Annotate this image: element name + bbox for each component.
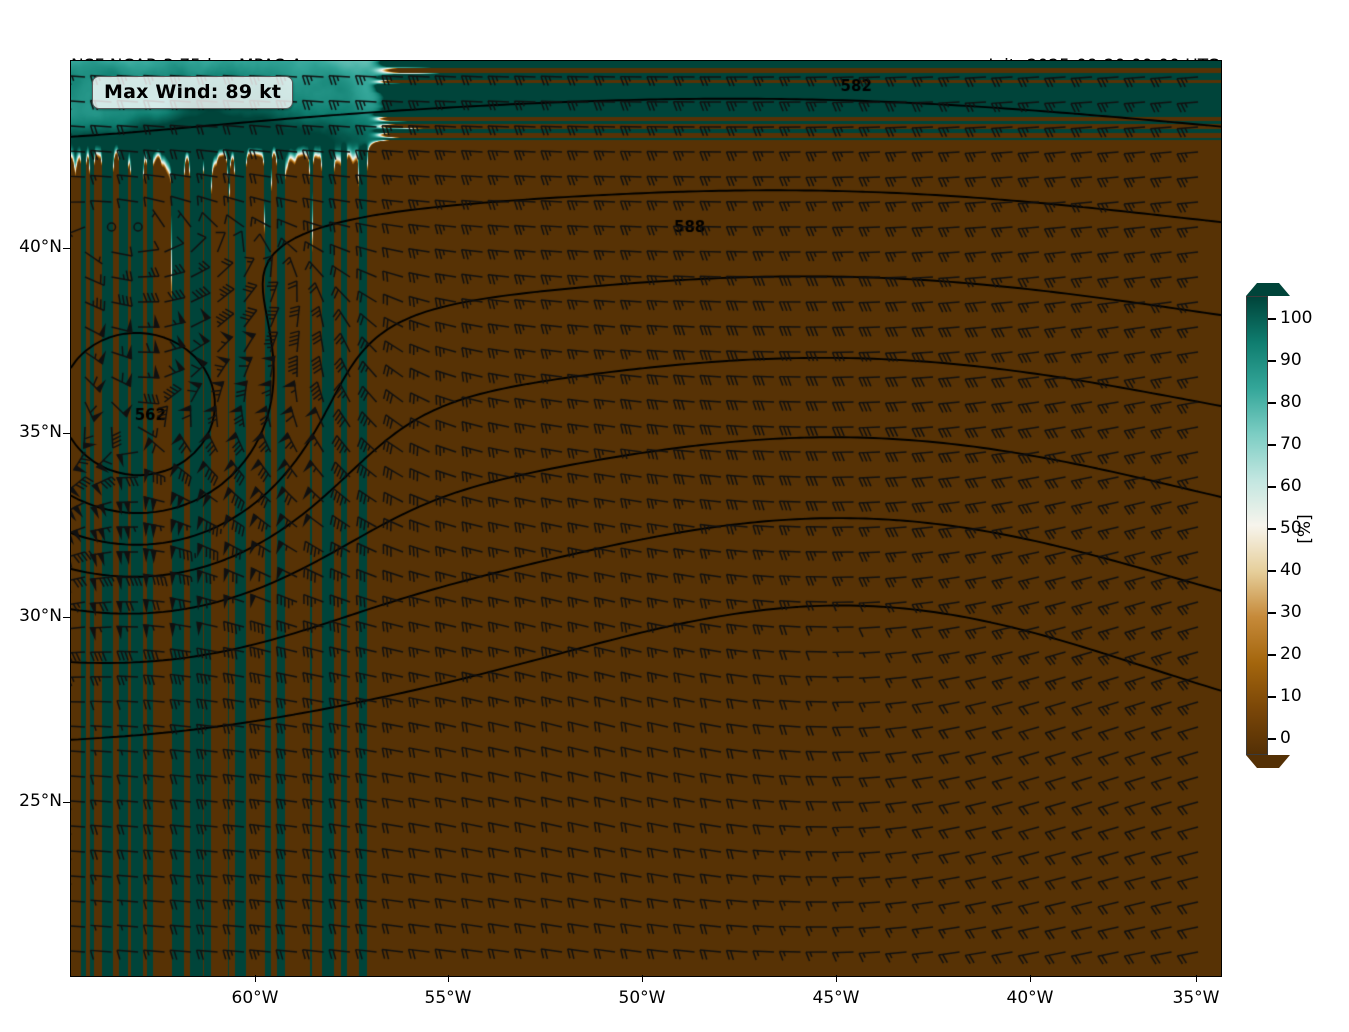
colorbar-tick-label: 40 (1280, 560, 1302, 580)
x-axis-tick-label: 55°W (424, 988, 472, 1008)
colorbar-gradient (1246, 296, 1268, 755)
y-axis-tick (63, 248, 70, 250)
colorbar-tick (1268, 402, 1276, 404)
colorbar-tick-label: 60 (1280, 476, 1302, 496)
colorbar-tick-label: 90 (1280, 350, 1302, 370)
colorbar-tick-label: 0 (1280, 728, 1291, 748)
y-axis-tick (63, 433, 70, 435)
x-axis-tick-label: 50°W (618, 988, 666, 1008)
colorbar-tick (1268, 570, 1276, 572)
colorbar-tick (1268, 360, 1276, 362)
x-axis-tick (255, 975, 257, 982)
colorbar-tick (1268, 486, 1276, 488)
y-axis-tick-label: 35°N (19, 422, 62, 442)
wind-barb-overlay (71, 61, 1221, 976)
x-axis-tick (448, 975, 450, 982)
colorbar-tick (1268, 318, 1276, 320)
colorbar-tick (1268, 738, 1276, 740)
colorbar-extend-max-arrow (1246, 283, 1290, 296)
y-axis-tick-label: 25°N (19, 791, 62, 811)
x-axis-tick (642, 975, 644, 982)
x-axis-tick (1196, 975, 1198, 982)
x-axis-tick-label: 45°W (812, 988, 860, 1008)
colorbar-tick (1268, 528, 1276, 530)
colorbar (1246, 283, 1290, 768)
max-wind-badge: Max Wind: 89 kt (92, 76, 294, 109)
colorbar-tick-label: 100 (1280, 308, 1313, 328)
colorbar-tick-label: 80 (1280, 392, 1302, 412)
colorbar-tick-label: 30 (1280, 602, 1302, 622)
y-axis-tick-label: 40°N (19, 237, 62, 257)
colorbar-tick (1268, 696, 1276, 698)
colorbar-tick-label: 70 (1280, 434, 1302, 454)
map-plot-area[interactable] (70, 60, 1222, 977)
colorbar-tick-label: 10 (1280, 686, 1302, 706)
x-axis-tick-label: 40°W (1006, 988, 1054, 1008)
colorbar-tick-label: 20 (1280, 644, 1302, 664)
x-axis-tick-label: 35°W (1172, 988, 1220, 1008)
x-axis-tick (1030, 975, 1032, 982)
y-axis-tick (63, 802, 70, 804)
y-axis-tick (63, 617, 70, 619)
x-axis-tick (836, 975, 838, 982)
colorbar-tick (1268, 612, 1276, 614)
x-axis-tick-label: 60°W (231, 988, 279, 1008)
y-axis-tick-label: 30°N (19, 606, 62, 626)
colorbar-extend-min-arrow (1246, 755, 1290, 768)
colorbar-tick-label: 50 (1280, 518, 1302, 538)
colorbar-tick (1268, 654, 1276, 656)
colorbar-tick (1268, 444, 1276, 446)
